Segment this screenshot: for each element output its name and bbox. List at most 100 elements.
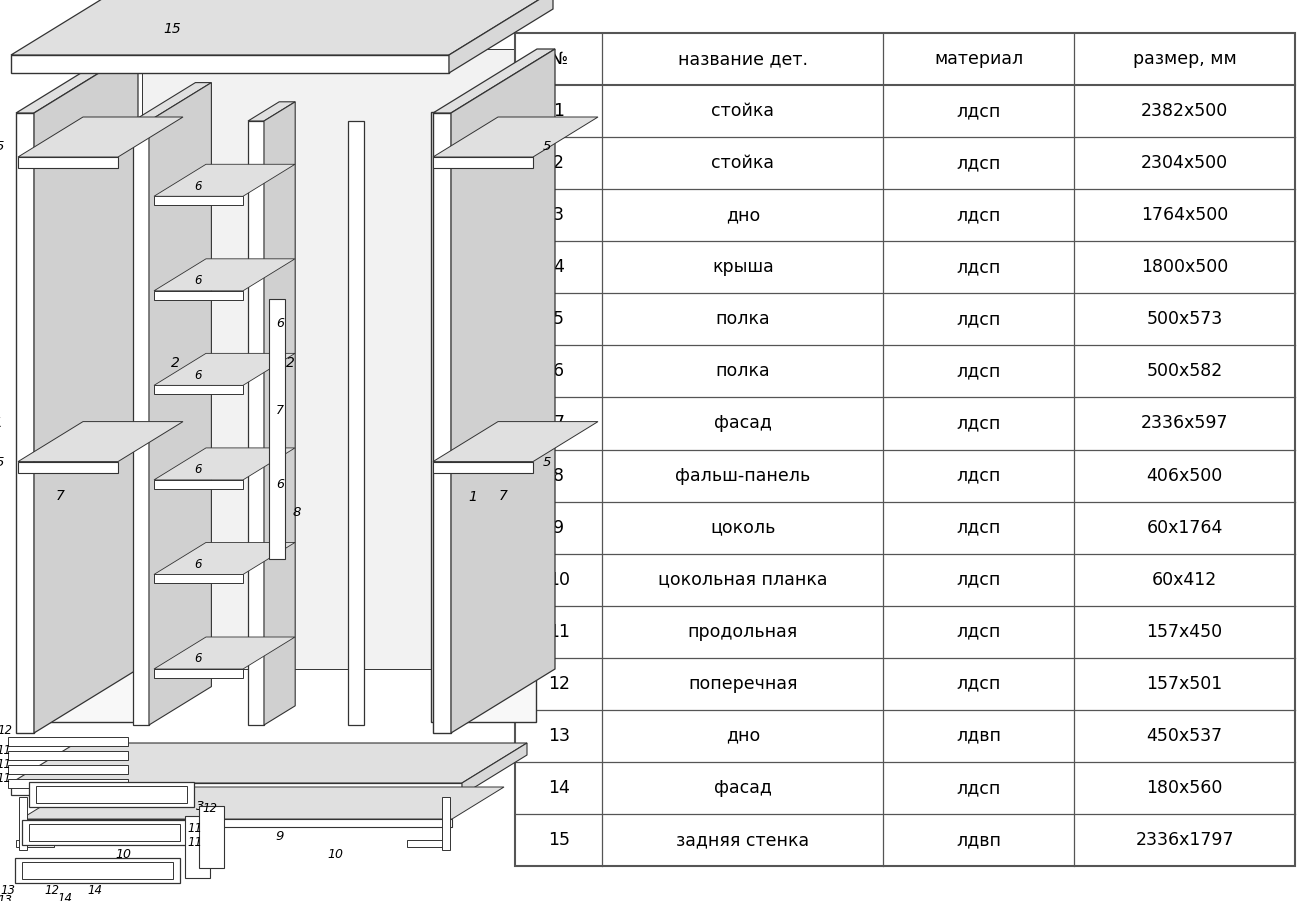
Text: 9: 9 — [553, 519, 564, 537]
Polygon shape — [434, 422, 598, 461]
Bar — [154, 291, 243, 300]
Text: лдсп: лдсп — [957, 414, 1001, 432]
Text: 157х450: 157х450 — [1147, 623, 1223, 641]
Text: лдсп: лдсп — [957, 102, 1001, 120]
Text: 14: 14 — [88, 885, 102, 897]
Bar — [8, 779, 127, 788]
Text: 157х501: 157х501 — [1147, 675, 1223, 693]
Text: 3: 3 — [553, 206, 564, 224]
Polygon shape — [154, 448, 296, 480]
Text: фасад: фасад — [714, 414, 771, 432]
Text: 10: 10 — [548, 570, 570, 588]
Text: название дет.: название дет. — [678, 50, 808, 68]
Text: 60х1764: 60х1764 — [1146, 519, 1223, 537]
Bar — [18, 797, 28, 850]
Polygon shape — [142, 49, 532, 669]
Bar — [11, 55, 449, 73]
Text: крыша: крыша — [712, 259, 774, 277]
Text: 2: 2 — [285, 356, 294, 369]
Bar — [8, 751, 127, 760]
Text: 6: 6 — [276, 317, 284, 331]
Polygon shape — [18, 117, 183, 157]
Text: фасад: фасад — [714, 778, 771, 796]
Bar — [22, 862, 173, 879]
Text: 2336х1797: 2336х1797 — [1135, 831, 1234, 849]
Text: продольная: продольная — [687, 623, 798, 641]
Text: цоколь: цоколь — [710, 519, 775, 537]
Text: 13: 13 — [0, 885, 16, 897]
Text: 9: 9 — [276, 831, 284, 843]
Text: 6: 6 — [553, 362, 564, 380]
Text: 8: 8 — [553, 467, 564, 485]
Bar — [348, 121, 364, 725]
Polygon shape — [16, 49, 138, 113]
Text: 4: 4 — [553, 259, 564, 277]
Text: 6: 6 — [276, 478, 284, 492]
Polygon shape — [154, 637, 296, 669]
Bar — [14, 858, 180, 883]
Text: 6: 6 — [194, 463, 202, 477]
Text: 11: 11 — [0, 759, 12, 771]
Polygon shape — [11, 743, 527, 783]
Text: 5: 5 — [543, 456, 551, 469]
Text: материал: материал — [934, 50, 1024, 68]
Text: размер, мм: размер, мм — [1133, 50, 1236, 68]
Text: 6: 6 — [194, 652, 202, 666]
Bar — [154, 669, 243, 678]
Polygon shape — [133, 83, 212, 121]
Text: 12: 12 — [202, 802, 218, 815]
Text: 14: 14 — [58, 891, 72, 901]
Text: 500х573: 500х573 — [1147, 310, 1223, 328]
Text: 12: 12 — [548, 675, 570, 693]
Bar — [8, 765, 127, 774]
Polygon shape — [154, 164, 296, 196]
Bar — [16, 840, 54, 847]
Text: 10: 10 — [327, 849, 344, 861]
Text: 15: 15 — [548, 831, 570, 849]
Text: поперечная: поперечная — [689, 675, 798, 693]
Bar — [133, 121, 148, 725]
Text: 5: 5 — [553, 310, 564, 328]
Text: дно: дно — [725, 727, 759, 745]
Text: лдсп: лдсп — [957, 623, 1001, 641]
Text: 8: 8 — [293, 506, 301, 519]
Text: 6: 6 — [194, 274, 202, 287]
Text: лдсп: лдсп — [957, 519, 1001, 537]
Bar — [442, 797, 449, 850]
Bar — [18, 157, 118, 168]
Text: цокольная планка: цокольная планка — [658, 570, 828, 588]
Polygon shape — [248, 102, 296, 121]
Text: 11: 11 — [0, 744, 12, 758]
Bar — [21, 819, 452, 827]
Text: лдсп: лдсп — [957, 675, 1001, 693]
Polygon shape — [434, 117, 598, 157]
Bar — [24, 112, 137, 722]
Text: 1: 1 — [469, 490, 477, 505]
Bar — [18, 461, 118, 473]
Bar — [185, 816, 210, 878]
Polygon shape — [154, 259, 296, 291]
Text: 3: 3 — [196, 800, 205, 814]
Polygon shape — [18, 422, 183, 461]
Polygon shape — [434, 49, 555, 113]
Bar — [154, 575, 243, 584]
Bar — [22, 820, 187, 845]
Text: 7: 7 — [57, 489, 64, 503]
Text: 12: 12 — [45, 885, 59, 897]
Text: лдсп: лдсп — [957, 570, 1001, 588]
Text: 6: 6 — [194, 180, 202, 193]
Text: 11: 11 — [548, 623, 570, 641]
Text: 6: 6 — [194, 558, 202, 571]
Text: лдвп: лдвп — [957, 831, 1001, 849]
Bar — [434, 113, 451, 733]
Text: 2382х500: 2382х500 — [1141, 102, 1229, 120]
Bar — [431, 112, 536, 722]
Bar — [248, 121, 264, 725]
Text: №: № — [549, 50, 568, 68]
Text: 60х412: 60х412 — [1152, 570, 1217, 588]
Text: 1764х500: 1764х500 — [1141, 206, 1229, 224]
Text: 11: 11 — [188, 822, 202, 834]
Text: 2: 2 — [553, 154, 564, 172]
Bar — [434, 461, 533, 473]
Text: лдсп: лдсп — [957, 467, 1001, 485]
